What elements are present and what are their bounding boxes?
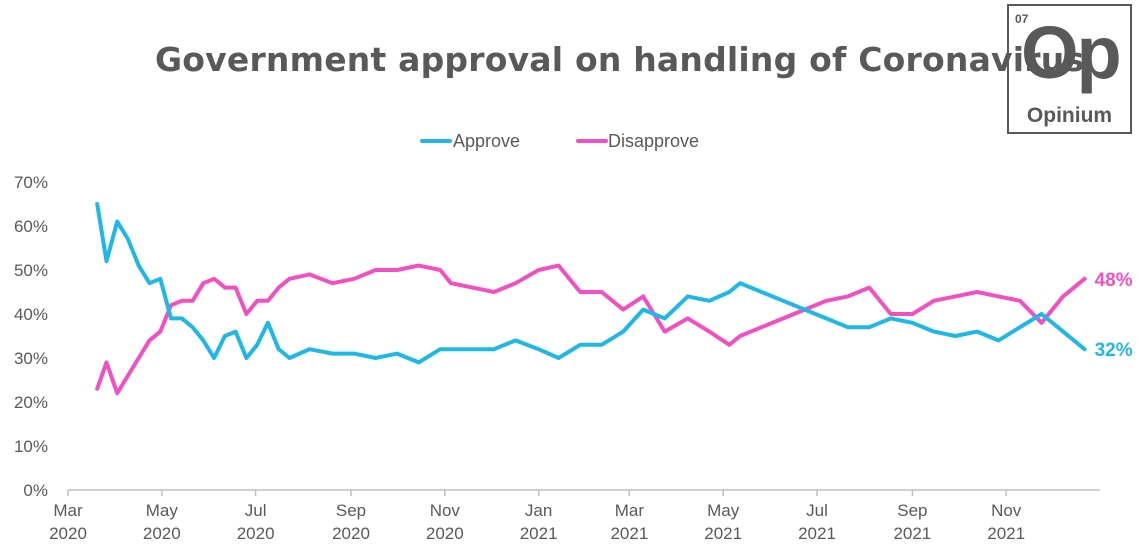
x-axis: Mar 2020 May 2020 Jul 2020 Sep 2020 Nov 2020 Jan 20… <box>49 489 1100 543</box>
y-tick-label: 0% <box>23 481 48 500</box>
x-tick-label-year: 2020 <box>237 524 275 543</box>
x-tick-label-year: 2021 <box>987 524 1025 543</box>
logo-number: 07 <box>1015 12 1029 26</box>
x-tick-label-month: Jul <box>245 501 267 520</box>
x-tick-label-year: 2021 <box>798 524 836 543</box>
logo-symbol: Op <box>1021 11 1122 94</box>
x-tick-label-month: Mar <box>615 501 645 520</box>
x-tick-label-year: 2021 <box>704 524 742 543</box>
legend-label-disapprove: Disapprove <box>608 131 699 151</box>
y-tick-label: 70% <box>14 173 48 192</box>
x-tick-label-year: 2020 <box>426 524 464 543</box>
chart-title: Government approval on handling of Coron… <box>155 40 1085 79</box>
y-tick-label: 20% <box>14 393 48 412</box>
x-tick-label-month: Nov <box>991 501 1022 520</box>
logo-name: Opinium <box>1026 104 1113 127</box>
x-tick-label-year: 2020 <box>49 524 87 543</box>
legend-label-approve: Approve <box>453 131 520 151</box>
end-labels: 32% 48% <box>1095 270 1133 361</box>
series-line-disapprove <box>95 263 1087 396</box>
end-label-disapprove: 48% <box>1095 270 1133 291</box>
x-tick-label-year: 2021 <box>893 524 931 543</box>
series-line-approve <box>95 202 1087 365</box>
x-tick-label-month: Sep <box>897 501 927 520</box>
x-tick-label-month: Nov <box>430 501 461 520</box>
x-tick-label-year: 2020 <box>143 524 181 543</box>
series-lines <box>95 202 1087 396</box>
legend: Approve Disapprove <box>420 131 699 151</box>
y-tick-label: 50% <box>14 261 48 280</box>
end-label-approve: 32% <box>1095 340 1133 361</box>
x-tick-label-month: Sep <box>336 501 366 520</box>
x-tick-label-year: 2021 <box>610 524 648 543</box>
y-tick-label: 40% <box>14 305 48 324</box>
y-axis: 0% 10% 20% 30% 40% 50% 60% 70% <box>14 173 48 500</box>
x-tick-label-year: 2020 <box>332 524 370 543</box>
x-tick-label-month: May <box>146 501 179 520</box>
x-tick-label-month: May <box>707 501 740 520</box>
y-tick-label: 30% <box>14 349 48 368</box>
x-tick-label-year: 2021 <box>520 524 558 543</box>
x-tick-label-month: Mar <box>53 501 83 520</box>
opinium-logo: 07 Op Opinium <box>1007 4 1132 134</box>
y-tick-label: 10% <box>14 437 48 456</box>
x-tick-label-month: Jan <box>525 501 552 520</box>
x-tick-label-month: Jul <box>806 501 828 520</box>
y-tick-label: 60% <box>14 217 48 236</box>
